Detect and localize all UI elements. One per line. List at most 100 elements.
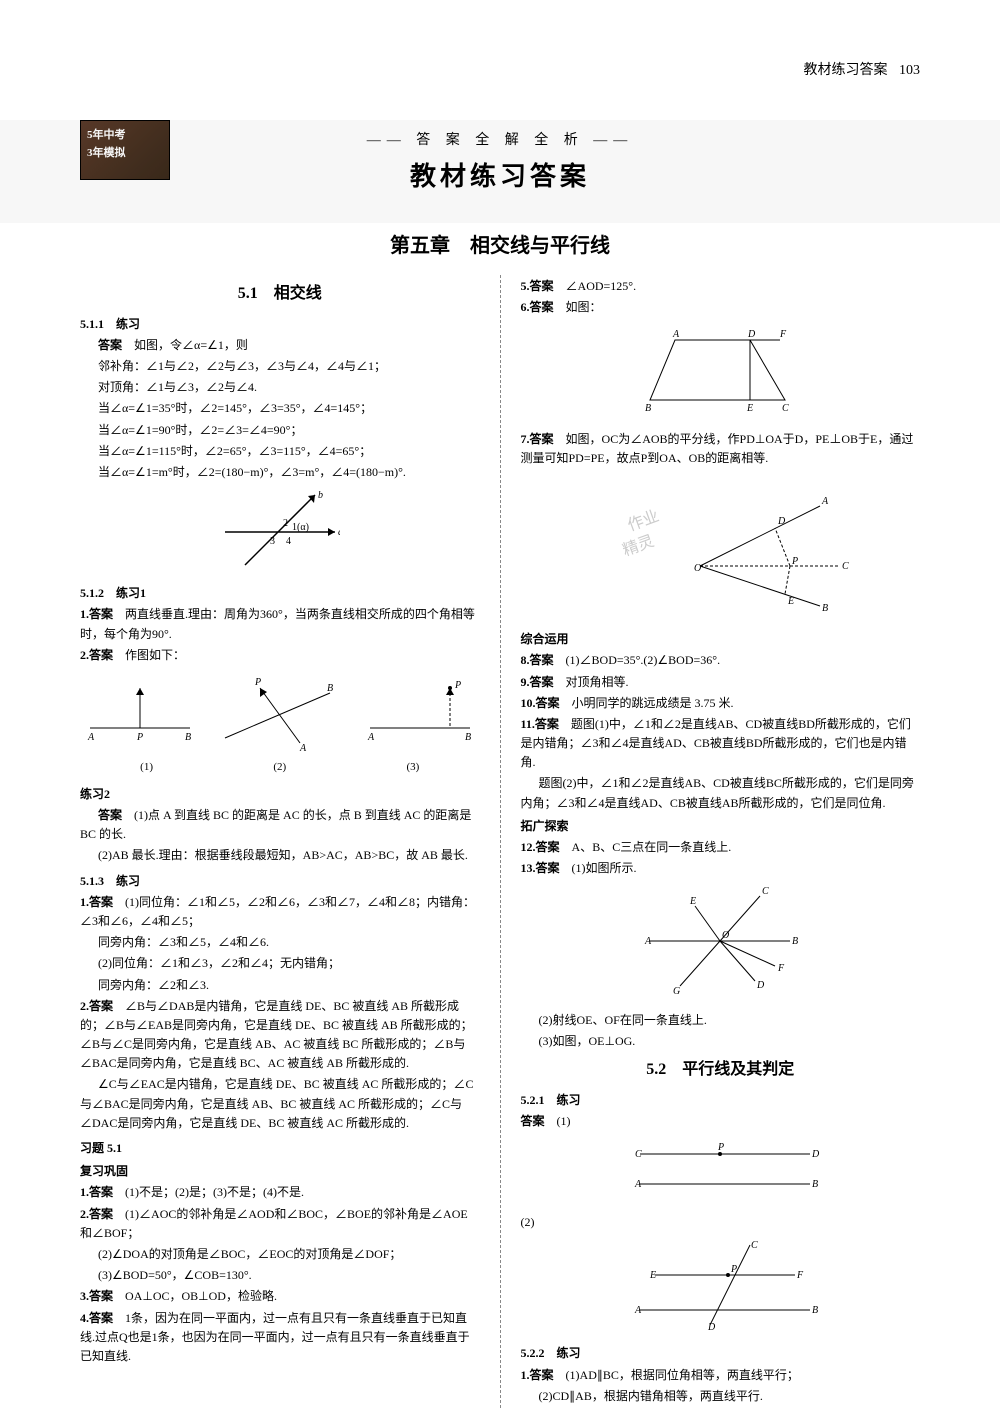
svg-text:B: B <box>792 936 798 947</box>
svg-text:O: O <box>722 930 729 941</box>
answer-label: 12.答案 <box>521 840 560 854</box>
answer-text: 当∠α=∠1=m°时，∠2=(180−m)°，∠3=m°，∠4=(180−m)°… <box>80 463 480 482</box>
svg-text:作业: 作业 <box>625 507 661 535</box>
answer-text: ∠B与∠DAB是内错角，它是直线 DE、BC 被直线 AB 所截形成的；∠B与∠… <box>80 999 473 1071</box>
answer-text: (2)射线OE、OF在同一条直线上. <box>521 1011 921 1030</box>
answer-text: (2)∠DOA的对顶角是∠BOC，∠EOC的对顶角是∠DOF； <box>80 1245 480 1264</box>
answer-line: 答案 (1) <box>521 1112 921 1131</box>
svg-text:1(α): 1(α) <box>292 522 309 533</box>
svg-text:O: O <box>694 563 701 574</box>
svg-text:P: P <box>454 680 461 691</box>
svg-text:E: E <box>746 403 753 414</box>
answer-label: 11.答案 <box>521 717 559 731</box>
svg-text:A: A <box>644 936 652 947</box>
svg-text:C: C <box>782 403 789 414</box>
group-header: 综合运用 <box>521 630 921 649</box>
svg-text:精灵: 精灵 <box>620 532 656 560</box>
figure-parallel-1: C D P A B <box>521 1139 921 1205</box>
svg-text:D: D <box>756 980 765 991</box>
answer-label: 3.答案 <box>80 1289 113 1303</box>
answer-text: (2)CD∥AB，根据内错角相等，两直线平行. <box>521 1387 921 1406</box>
svg-text:C: C <box>751 1240 758 1251</box>
answer-text: (2)同位角：∠1和∠3，∠2和∠4；无内错角； <box>80 954 480 973</box>
figure-three-diagrams: A P B A B P A B P (1) (2) <box>80 673 480 777</box>
answer-text: 题图(2)中，∠1和∠2是直线AB、CD被直线BC所截形成的，它们是同旁内角；∠… <box>521 774 921 812</box>
answer-label: 2.答案 <box>80 1207 113 1221</box>
answer-line: 13.答案 (1)如图所示. <box>521 859 921 878</box>
answer-text: 对顶角：∠1与∠3，∠2与∠4. <box>80 378 480 397</box>
answer-text: (1)同位角：∠1和∠5，∠2和∠6，∠3和∠7，∠4和∠8；内错角：∠3和∠6… <box>80 895 475 928</box>
diagram-icon: a b 2 1(α) 3 4 <box>220 490 340 570</box>
answer-label: 答案 <box>98 338 122 352</box>
svg-text:A: A <box>367 732 375 743</box>
answer-text: (1)∠AOC的邻补角是∠AOD和∠BOC，∠BOE的邻补角是∠AOE和∠BOF… <box>80 1207 468 1240</box>
svg-text:B: B <box>185 732 191 743</box>
sub-5-2-2: 5.2.2 练习 <box>521 1344 921 1363</box>
answer-text: 同旁内角：∠3和∠5，∠4和∠6. <box>80 933 480 952</box>
answer-text: 同旁内角：∠2和∠3. <box>80 976 480 995</box>
diagram-icon: A B E F P C D <box>610 1240 830 1330</box>
answer-label: 4.答案 <box>80 1311 113 1325</box>
answer-text: (2)AB 最长.理由：根据垂线段最短知，AB>AC，AB>BC，故 AB 最长… <box>80 846 480 865</box>
answer-line: 1.答案 两直线垂直.理由：周角为360°，当两条直线相交所成的四个角相等时，每… <box>80 605 480 643</box>
answer-label: 2.答案 <box>80 648 113 662</box>
answer-line: 9.答案 对顶角相等. <box>521 673 921 692</box>
svg-text:D: D <box>811 1149 820 1160</box>
svg-text:B: B <box>812 1305 818 1316</box>
answer-text: 小明同学的跳远成绩是 3.75 米. <box>572 696 734 710</box>
answer-text: A、B、C三点在同一条直线上. <box>572 840 732 854</box>
answer-line: 答案 如图，令∠α=∠1，则 <box>80 336 480 355</box>
answer-label: 1.答案 <box>80 1185 113 1199</box>
answer-line: 4.答案 1条，因为在同一平面内，过一点有且只有一条直线垂直于已知直线.过点Q也… <box>80 1309 480 1367</box>
figure-rays: A B O C E F D G <box>521 886 921 1002</box>
answer-text: (1)不是；(2)是；(3)不是；(4)不是. <box>125 1185 304 1199</box>
svg-text:B: B <box>645 403 651 414</box>
answer-text: ∠C与∠EAC是内错角，它是直线 DE、BC 被直线 AC 所截形成的；∠C与∠… <box>80 1075 480 1133</box>
svg-text:A: A <box>634 1179 642 1190</box>
figure-angle-bisector: A B C O P D E 作业 精灵 <box>521 476 921 622</box>
exercise-5-1: 习题 5.1 <box>80 1139 480 1158</box>
answer-text: 如图： <box>566 300 602 314</box>
figure-trapezoid: A D F B E C <box>521 325 921 421</box>
title-area: —— 答 案 全 解 全 析 —— 教材练习答案 <box>0 120 1000 223</box>
answer-line: 2.答案 (1)∠AOC的邻补角是∠AOD和∠BOC，∠BOE的邻补角是∠AOE… <box>80 1205 480 1243</box>
diagram-icon: A B C O P D E 作业 精灵 <box>590 476 850 616</box>
group-header: 复习巩固 <box>80 1162 480 1181</box>
answer-text: 如图，令∠α=∠1，则 <box>134 338 248 352</box>
sub-5-1-3: 5.1.3 练习 <box>80 872 480 891</box>
answer-text: 1条，因为在同一平面内，过一点有且只有一条直线垂直于已知直线.过点Q也是1条，也… <box>80 1311 470 1363</box>
answer-text: (1)点 A 到直线 BC 的距离是 AC 的长，点 B 到直线 AC 的距离是… <box>80 808 471 841</box>
svg-text:D: D <box>777 516 786 527</box>
header-label: 教材练习答案 <box>804 63 888 78</box>
answer-label: 10.答案 <box>521 696 560 710</box>
svg-text:A: A <box>821 496 829 507</box>
diagram-icon: A D F B E C <box>630 325 810 415</box>
diagram-label: (2) <box>273 759 286 777</box>
answer-label: 答案 <box>521 1114 545 1128</box>
answer-line: 7.答案 如图，OC为∠AOB的平分线，作PD⊥OA于D，PE⊥OB于E，通过测… <box>521 430 921 468</box>
diagram-icon: A B O C E F D G <box>630 886 810 996</box>
svg-text:P: P <box>717 1142 724 1153</box>
svg-text:A: A <box>299 743 307 753</box>
sub-5-1-2: 5.1.2 练习1 <box>80 584 480 603</box>
svg-text:B: B <box>812 1179 818 1190</box>
answer-label: 1.答案 <box>521 1368 554 1382</box>
svg-text:B: B <box>465 732 471 743</box>
diagram-icon: C D P A B <box>610 1139 830 1199</box>
svg-text:D: D <box>747 329 756 340</box>
answer-line: 1.答案 (1)不是；(2)是；(3)不是；(4)不是. <box>80 1183 480 1202</box>
answer-line: 1.答案 (1)AD∥BC，根据同位角相等，两直线平行； <box>521 1366 921 1385</box>
svg-text:P: P <box>254 677 261 688</box>
answer-label: 9.答案 <box>521 675 554 689</box>
answer-text: (3)如图，OE⊥OG. <box>521 1032 921 1051</box>
diagram-label: (1) <box>140 759 153 777</box>
answer-line: 2.答案 ∠B与∠DAB是内错角，它是直线 DE、BC 被直线 AB 所截形成的… <box>80 997 480 1074</box>
svg-text:P: P <box>791 556 798 567</box>
answer-text: 如图，OC为∠AOB的平分线，作PD⊥OA于D，PE⊥OB于E，通过测量可知PD… <box>521 432 914 465</box>
answer-line: 12.答案 A、B、C三点在同一条直线上. <box>521 838 921 857</box>
figure-intersecting-lines: a b 2 1(α) 3 4 <box>80 490 480 576</box>
svg-text:b: b <box>318 490 323 501</box>
answer-text: ∠AOD=125°. <box>566 279 637 293</box>
page-header: 教材练习答案 103 <box>804 60 921 82</box>
answer-text: 当∠α=∠1=35°时，∠2=145°，∠3=35°，∠4=145°； <box>80 399 480 418</box>
